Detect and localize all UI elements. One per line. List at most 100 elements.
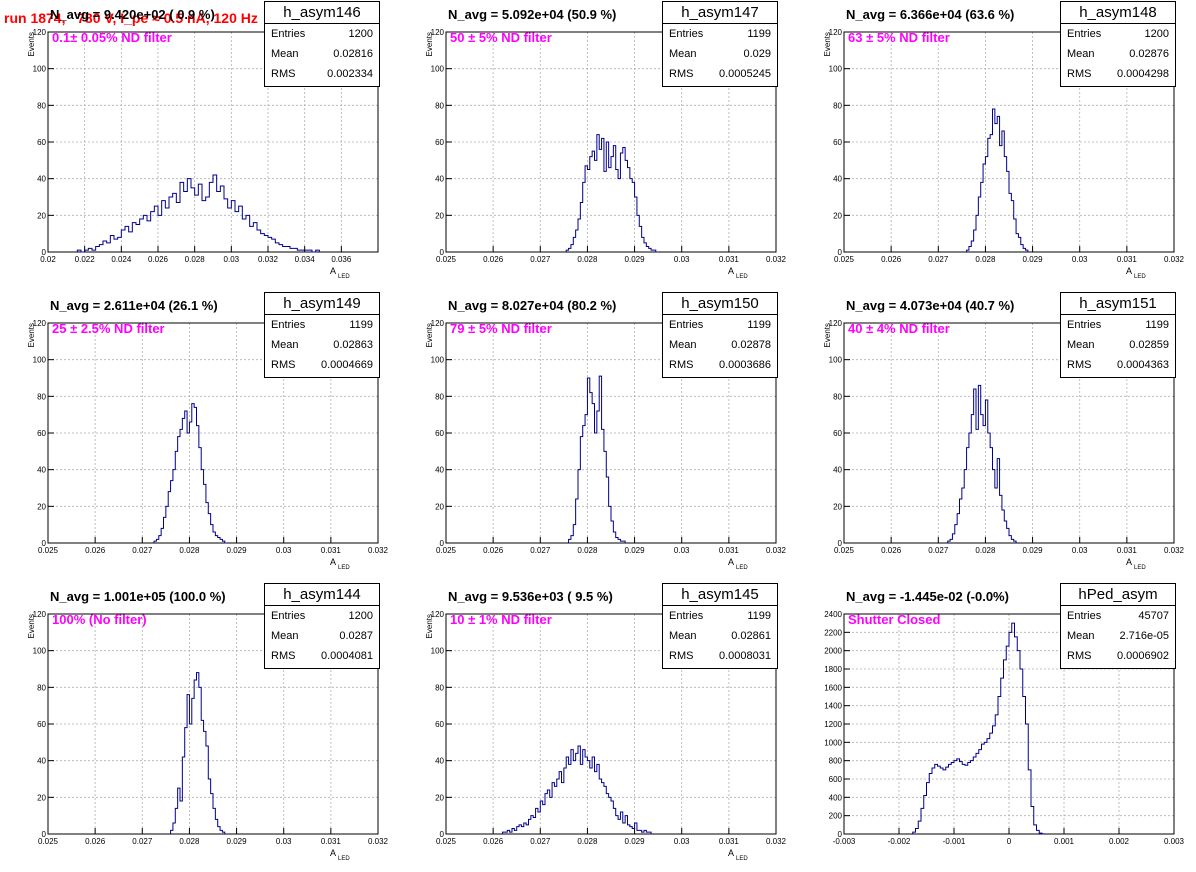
y-tick-label: 80 — [435, 683, 444, 692]
n-avg-label: N_avg = 2.611e+04 (26.1 %) — [50, 298, 218, 313]
stats-row: RMS 0.0006902 — [1061, 646, 1175, 666]
histogram-series — [947, 384, 1017, 543]
x-tick-label: 0.027 — [132, 837, 153, 846]
histogram-name: hPed_asym — [1061, 584, 1175, 606]
x-axis-label: A — [330, 848, 336, 858]
stats-value: 1199 — [747, 319, 771, 331]
stats-value: 2.716e-05 — [1119, 630, 1169, 642]
x-tick-label: 0.028 — [179, 546, 200, 555]
x-tick-label: 0.025 — [38, 837, 59, 846]
x-tick-label: -0.001 — [943, 837, 966, 846]
stats-row: Entries 1199 — [1061, 315, 1175, 335]
stats-box: h_asym144 Entries 1200 Mean 0.0287 RMS 0.00040… — [264, 583, 380, 669]
x-tick-label: 0.026 — [483, 255, 504, 264]
stats-value: 1200 — [348, 28, 373, 40]
stats-row: Entries 1200 — [265, 606, 379, 626]
filter-label: 100% (No filter) — [52, 612, 147, 627]
stats-value: 0.02876 — [1129, 48, 1169, 60]
y-tick-label: 80 — [37, 101, 46, 110]
y-axis-label: Events — [27, 323, 36, 347]
n-avg-label: N_avg = 6.366e+04 (63.6 %) — [846, 7, 1015, 22]
y-tick-label: 0 — [838, 539, 843, 548]
x-tick-label: 0.026 — [85, 837, 106, 846]
histogram-series — [565, 134, 659, 253]
y-tick-label: 80 — [37, 683, 46, 692]
histogram-name: h_asym150 — [663, 293, 777, 315]
y-tick-label: 60 — [435, 429, 444, 438]
stats-row: Entries 45707 — [1061, 606, 1175, 626]
stats-value: 0.02816 — [333, 48, 373, 60]
stats-row: Mean 2.716e-05 — [1061, 626, 1175, 646]
x-tick-label: 0.029 — [1023, 255, 1044, 264]
filter-label: 50 ± 5% ND filter — [450, 30, 552, 45]
histogram-name: h_asym151 — [1061, 293, 1175, 315]
x-axis-label: A — [330, 266, 336, 276]
stats-row: RMS 0.0004669 — [265, 355, 379, 375]
stats-row: RMS 0.0008031 — [663, 646, 777, 666]
y-tick-label: 60 — [37, 429, 46, 438]
y-tick-label: 2200 — [824, 628, 842, 637]
x-tick-label: 0.03 — [674, 837, 690, 846]
filter-label: 79 ± 5% ND filter — [450, 321, 552, 336]
y-tick-label: 100 — [431, 647, 445, 656]
stats-label: Mean — [1067, 630, 1095, 642]
x-tick-label: 0.032 — [766, 255, 787, 264]
stats-value: 0.02859 — [1129, 339, 1169, 351]
y-tick-label: 0 — [42, 248, 47, 257]
filter-label: 10 ± 1% ND filter — [450, 612, 552, 627]
stats-row: Mean 0.02863 — [265, 335, 379, 355]
y-tick-label: 1000 — [824, 738, 842, 747]
y-tick-label: 120 — [829, 28, 843, 37]
x-tick-label: 0.027 — [530, 837, 551, 846]
y-tick-label: 120 — [33, 28, 47, 37]
stats-value: 0.002334 — [327, 68, 373, 80]
stats-value: 0.0008031 — [719, 650, 771, 662]
stats-label: Mean — [271, 48, 299, 60]
x-tick-label: 0.002 — [1109, 837, 1130, 846]
y-tick-label: 200 — [829, 812, 843, 821]
y-tick-label: 0 — [838, 248, 843, 257]
x-tick-label: 0.031 — [719, 546, 740, 555]
y-tick-label: 20 — [435, 502, 444, 511]
x-axis-label: A — [728, 266, 734, 276]
stats-row: RMS 0.0003686 — [663, 355, 777, 375]
x-tick-label: 0.028 — [179, 837, 200, 846]
y-tick-label: 0 — [440, 248, 445, 257]
stats-value: 0.0004298 — [1117, 68, 1169, 80]
stats-box: h_asym149 Entries 1199 Mean 0.02863 RMS 0.0004… — [264, 292, 380, 378]
stats-box: h_asym148 Entries 1200 Mean 0.02876 RMS 0.0004… — [1060, 1, 1176, 87]
histogram-series — [568, 375, 626, 543]
y-tick-label: 60 — [833, 429, 842, 438]
x-tick-label: 0.028 — [577, 255, 598, 264]
stats-label: RMS — [669, 68, 694, 80]
histogram-series — [76, 174, 320, 253]
stats-value: 1199 — [349, 319, 373, 331]
x-tick-label: 0.029 — [227, 837, 248, 846]
histogram-name: h_asym144 — [265, 584, 379, 606]
x-tick-label: 0.03 — [276, 546, 292, 555]
x-axis-label-subscript: LED — [736, 856, 748, 862]
stats-row: Entries 1199 — [265, 315, 379, 335]
stats-box: h_asym146 Entries 1200 Mean 0.02816 RMS 0.0023… — [264, 1, 380, 87]
x-axis-label: A — [330, 557, 336, 567]
x-tick-label: 0.022 — [75, 255, 96, 264]
x-tick-label: 0.031 — [321, 837, 342, 846]
x-tick-label: 0.025 — [436, 837, 457, 846]
stats-value: 45707 — [1138, 610, 1169, 622]
x-axis-label: A — [1126, 266, 1132, 276]
y-tick-label: 60 — [435, 720, 444, 729]
x-tick-label: 0.034 — [295, 255, 316, 264]
stats-box: h_asym145 Entries 1199 Mean 0.02861 RMS 0.0008… — [662, 583, 778, 669]
histogram-pad: 0.025 0.026 0.027 0.028 0.029 0.03 0.031 0.032 0… — [0, 291, 390, 575]
histogram-series — [912, 622, 1046, 835]
x-tick-label: 0.029 — [625, 837, 646, 846]
y-tick-label: 100 — [431, 356, 445, 365]
x-tick-label: 0.031 — [1117, 546, 1138, 555]
n-avg-label: N_avg = 1.001e+05 (100.0 %) — [50, 589, 226, 604]
stats-value: 0.0287 — [339, 630, 373, 642]
y-tick-label: 0 — [42, 539, 47, 548]
y-tick-label: 20 — [833, 502, 842, 511]
stats-label: Mean — [1067, 339, 1095, 351]
y-tick-label: 40 — [435, 175, 444, 184]
histogram-pad: 0.025 0.026 0.027 0.028 0.029 0.03 0.031 0.032 0… — [796, 0, 1186, 284]
